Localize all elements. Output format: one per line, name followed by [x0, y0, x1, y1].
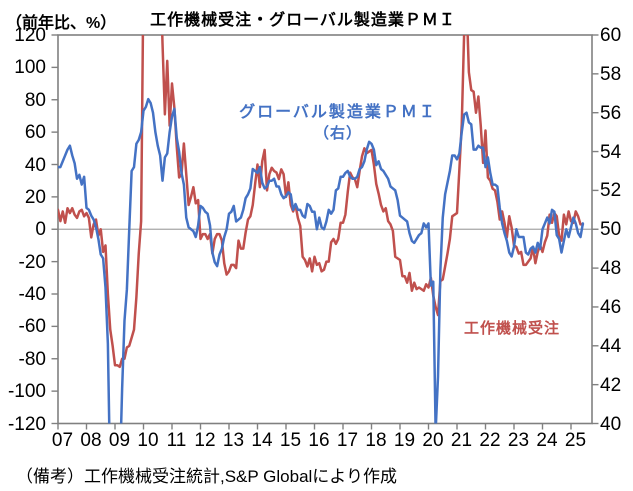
left-axis-tick-label: -120 [7, 413, 46, 435]
right-axis-tick-label: 44 [600, 335, 622, 357]
right-axis-tick-label: 46 [600, 296, 622, 318]
left-axis-tick-label: 60 [24, 122, 46, 144]
x-axis-year-label: 16 [308, 430, 330, 451]
machine-tool-orders-line [58, 35, 585, 369]
left-axis-tick-label: -60 [18, 316, 46, 338]
left-axis-tick-label: 20 [24, 186, 46, 208]
right-axis-tick-label: 54 [600, 141, 622, 163]
left-axis-tick-label: -40 [18, 284, 46, 305]
pmi-series-label-line2: （右） [313, 124, 362, 142]
x-axis-year-label: 15 [279, 430, 302, 451]
x-axis-year-label: 20 [422, 430, 444, 451]
left-axis-unit-label: （前年比、%） [6, 15, 117, 32]
right-axis-tick-label: 40 [600, 413, 622, 435]
right-axis-tick-label: 42 [600, 374, 622, 396]
x-axis-year-label: 21 [450, 430, 473, 451]
x-axis-year-label: 07 [51, 430, 74, 451]
left-axis-tick-label: 100 [14, 57, 46, 79]
right-axis-tick-label: 60 [600, 25, 622, 46]
left-axis-tick-label: 80 [24, 89, 46, 111]
machine-tool-series-label: 工作機械受注 [464, 320, 561, 337]
x-axis-year-label: 24 [536, 430, 558, 451]
source-note: （備考）工作機械受注統計,S&P Globalにより作成 [16, 467, 397, 486]
left-axis-tick-label: -80 [18, 348, 46, 370]
pmi-series-label-line1: グローバル製造業ＰＭＩ [239, 104, 437, 121]
x-axis-year-label: 18 [365, 430, 387, 451]
x-axis-year-label: 14 [251, 430, 273, 451]
x-axis-year-label: 12 [194, 430, 216, 451]
x-axis-year-label: 17 [336, 430, 359, 451]
global-manufacturing-pmi-line [58, 97, 585, 424]
left-axis-tick-label: -20 [18, 251, 46, 273]
right-axis-tick-label: 52 [600, 180, 622, 202]
right-axis-tick-label: 50 [600, 219, 622, 241]
right-axis-tick-label: 58 [600, 63, 622, 85]
x-axis-year-label: 08 [80, 430, 102, 451]
right-axis-tick-label: 56 [600, 102, 622, 124]
x-axis-year-label: 11 [166, 430, 187, 451]
x-axis-year-label: 25 [564, 430, 587, 451]
pmi-series-label: グローバル製造業ＰＭＩ （右） [222, 102, 454, 144]
left-axis-tick-label: -100 [7, 381, 46, 403]
chart-title: 工作機械受注・グローバル製造業ＰＭＩ [150, 12, 456, 29]
x-axis-year-label: 23 [507, 430, 530, 451]
plot-border [57, 34, 593, 425]
left-axis-tick-label: 40 [24, 154, 46, 176]
left-axis-tick-label: 120 [14, 25, 46, 46]
x-axis-year-label: 22 [479, 430, 501, 451]
x-axis-year-label: 10 [137, 430, 159, 451]
right-axis-tick-label: 48 [600, 258, 622, 280]
x-axis-year-label: 19 [393, 430, 416, 451]
x-axis-year-label: 09 [108, 430, 131, 451]
x-axis-year-label: 13 [222, 430, 245, 451]
axis-ticks [51, 34, 599, 430]
left-axis-tick-label: 0 [35, 219, 46, 241]
